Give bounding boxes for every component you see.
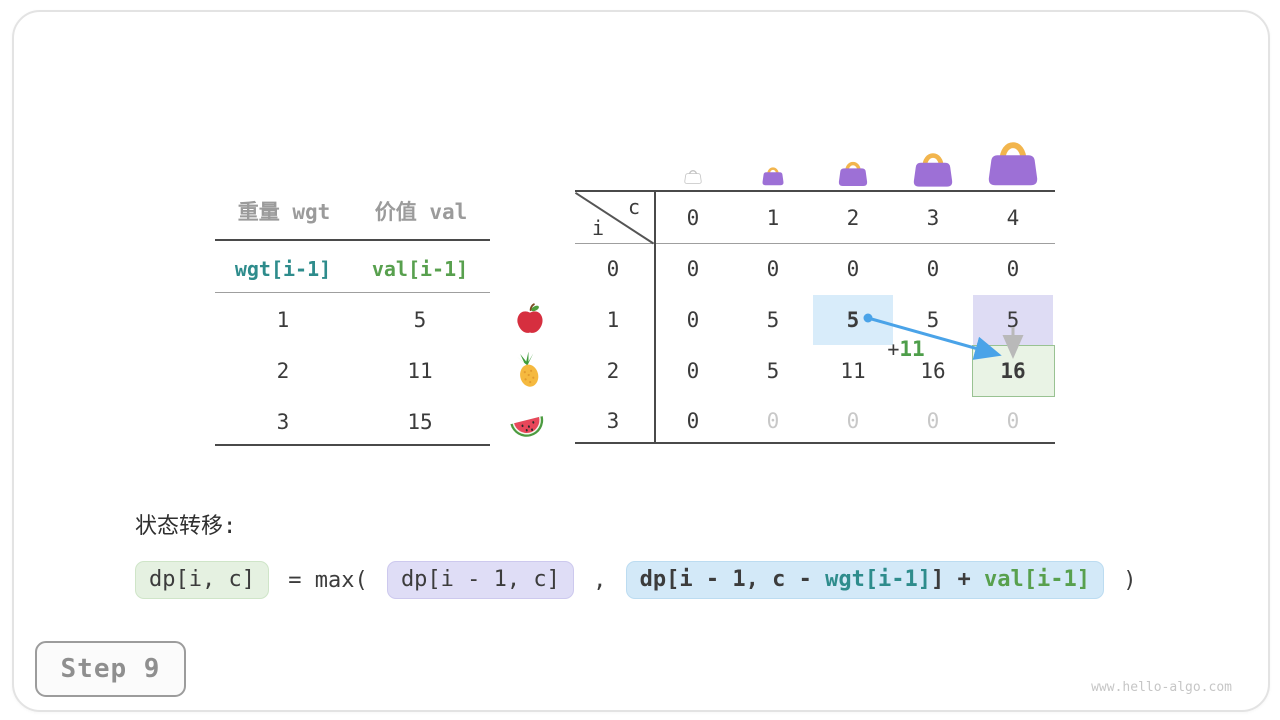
dp-row-header: 0 [606, 257, 620, 281]
dp-col-header: 4 [1006, 206, 1020, 230]
dp-corner-col-var: c [627, 195, 641, 219]
items-var-wgt: wgt[i-1] [234, 257, 332, 281]
items-table-line-bottom [215, 444, 490, 446]
watermelon-icon [508, 405, 546, 439]
item-2-weight: 2 [276, 359, 290, 383]
dp-cell-current: 16 [1000, 359, 1026, 383]
dp-cell: 11 [840, 359, 866, 383]
bag-icon [983, 134, 1043, 187]
dp-cell-pending: 0 [1006, 409, 1020, 433]
added-value: 11 [899, 337, 925, 361]
formula-close-paren: ) [1110, 567, 1137, 593]
formula-arg2-pill: dp[i - 1, c - wgt[i-1]] + val[i-1] [625, 561, 1104, 600]
dp-table-line-bottom [575, 442, 1055, 444]
dp-cell: 0 [686, 308, 700, 332]
formula-lhs-pill: dp[i, c] [135, 561, 269, 600]
dp-cell-pending: 0 [846, 409, 860, 433]
item-1-value: 5 [413, 308, 427, 332]
items-table-line-top [215, 239, 490, 241]
bag-icon [760, 163, 786, 186]
dp-col-header: 0 [686, 206, 700, 230]
plus-sign: + [887, 337, 900, 361]
dp-cell: 5 [926, 308, 940, 332]
dp-table-line-header [575, 243, 1055, 244]
transition-add-label: +11 [887, 337, 924, 361]
dp-cell-source: 5 [846, 308, 860, 332]
dp-row-header: 3 [606, 409, 620, 433]
formula-comma: , [579, 567, 620, 593]
dp-table-line-top [575, 190, 1055, 192]
dp-cell: 0 [766, 257, 780, 281]
state-transition-heading: 状态转移: [135, 514, 237, 539]
dp-col-header: 3 [926, 206, 940, 230]
dp-table-line-vertical [654, 190, 656, 444]
formula-arg2-prefix: dp[i - 1, c - [639, 567, 826, 592]
dp-cell: 0 [846, 257, 860, 281]
dp-cell-above: 5 [1006, 308, 1020, 332]
step-badge: Step 9 [35, 641, 186, 697]
bag-icon [909, 146, 957, 188]
bag-icon [835, 156, 871, 187]
dp-cell: 5 [766, 308, 780, 332]
dp-cell: 0 [926, 257, 940, 281]
items-table-line-mid [215, 292, 490, 293]
dp-corner-row-var: i [591, 216, 605, 240]
item-1-weight: 1 [276, 308, 290, 332]
dp-cell: 0 [686, 359, 700, 383]
formula-arg2-val: val[i-1] [984, 567, 1090, 592]
dp-col-header: 1 [766, 206, 780, 230]
item-2-value: 11 [407, 359, 433, 383]
dp-cell: 5 [766, 359, 780, 383]
bag-outline-icon [683, 166, 703, 184]
apple-icon [514, 303, 546, 335]
slide-card [12, 10, 1270, 712]
item-3-value: 15 [407, 410, 433, 434]
formula-eq-max: = max( [274, 567, 381, 593]
dp-cell: 16 [920, 359, 946, 383]
items-var-val: val[i-1] [371, 257, 469, 281]
dp-row-header: 1 [606, 308, 620, 332]
watermark-url: www.hello-algo.com [1091, 680, 1232, 695]
dp-cell: 0 [686, 257, 700, 281]
dp-cell-pending: 0 [766, 409, 780, 433]
step-label: Step 9 [60, 654, 161, 684]
formula-arg2-mid: ] + [931, 567, 985, 592]
dp-cell-pending: 0 [926, 409, 940, 433]
dp-cell: 0 [1006, 257, 1020, 281]
pineapple-icon [510, 352, 546, 388]
state-transition-formula: dp[i, c] = max( dp[i - 1, c] , dp[i - 1,… [135, 561, 1143, 600]
item-3-weight: 3 [276, 410, 290, 434]
dp-row-header: 2 [606, 359, 620, 383]
formula-arg2-wgt: wgt[i-1] [825, 567, 932, 592]
dp-col-header: 2 [846, 206, 860, 230]
formula-arg1-pill: dp[i - 1, c] [386, 561, 574, 600]
items-header-weight: 重量 wgt [237, 200, 331, 224]
dp-cell: 0 [686, 409, 700, 433]
items-header-value: 价值 val [374, 200, 468, 224]
